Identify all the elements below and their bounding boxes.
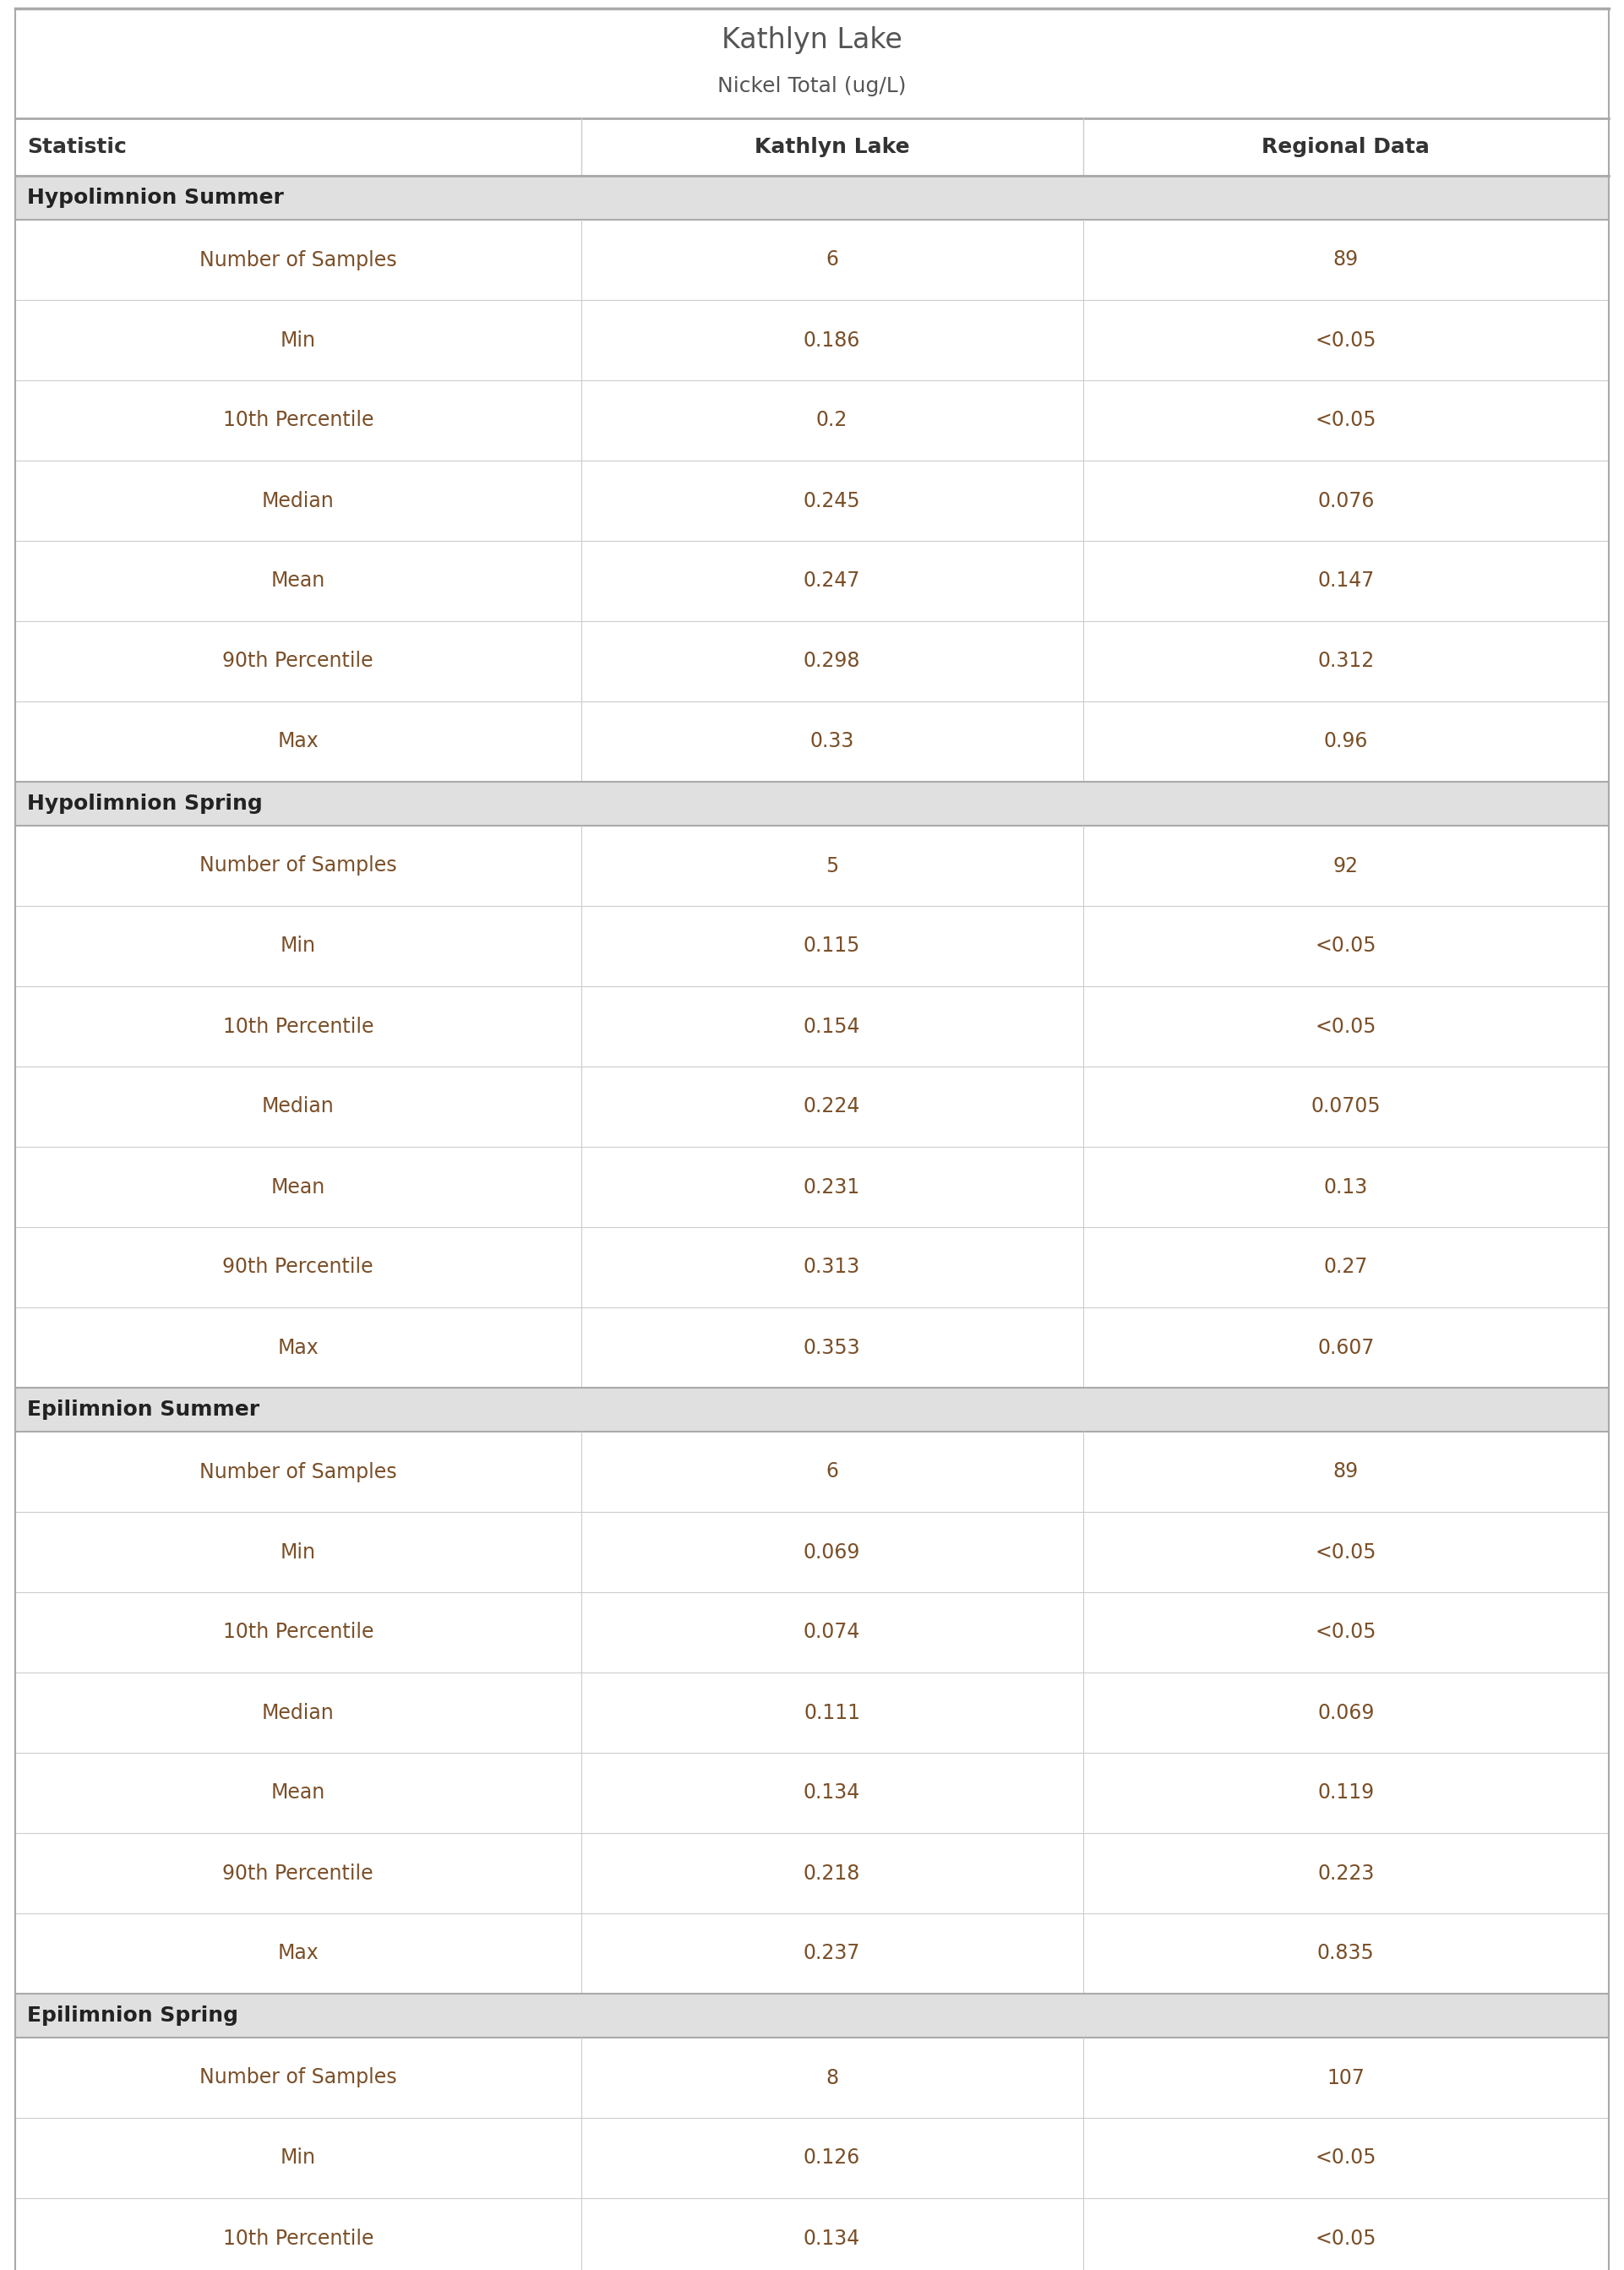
Text: <0.05: <0.05: [1315, 1541, 1377, 1562]
Text: Hypolimnion Summer: Hypolimnion Summer: [28, 188, 284, 209]
Text: Kathlyn Lake: Kathlyn Lake: [721, 27, 903, 54]
Text: Kathlyn Lake: Kathlyn Lake: [754, 136, 909, 157]
Text: 0.134: 0.134: [804, 2229, 861, 2250]
Text: 0.245: 0.245: [804, 490, 861, 511]
Text: 0.069: 0.069: [804, 1541, 861, 1562]
Text: 10th Percentile: 10th Percentile: [222, 1017, 374, 1037]
Text: 89: 89: [1333, 250, 1359, 270]
Text: 0.13: 0.13: [1324, 1176, 1367, 1196]
Text: Hypolimnion Spring: Hypolimnion Spring: [28, 794, 263, 815]
Text: 0.231: 0.231: [804, 1176, 861, 1196]
Text: 0.2: 0.2: [817, 411, 848, 431]
Text: 0.0705: 0.0705: [1311, 1096, 1380, 1117]
Text: 0.147: 0.147: [1317, 570, 1374, 590]
Text: <0.05: <0.05: [1315, 2147, 1377, 2168]
Text: Min: Min: [281, 1541, 315, 1562]
Text: 90th Percentile: 90th Percentile: [222, 651, 374, 672]
Text: <0.05: <0.05: [1315, 1623, 1377, 1643]
Text: <0.05: <0.05: [1315, 935, 1377, 956]
Text: Mean: Mean: [271, 570, 325, 590]
Text: Median: Median: [261, 1096, 335, 1117]
Text: 10th Percentile: 10th Percentile: [222, 2229, 374, 2250]
Text: 0.069: 0.069: [1317, 1702, 1374, 1723]
Text: 0.218: 0.218: [804, 1864, 861, 1884]
Text: 0.115: 0.115: [804, 935, 861, 956]
Text: Regional Data: Regional Data: [1262, 136, 1429, 157]
Text: 0.154: 0.154: [804, 1017, 861, 1037]
Text: 0.237: 0.237: [804, 1943, 861, 1964]
Text: 0.313: 0.313: [804, 1258, 861, 1278]
Text: 0.111: 0.111: [804, 1702, 861, 1723]
Text: Nickel Total (ug/L): Nickel Total (ug/L): [718, 77, 906, 95]
Text: 0.186: 0.186: [804, 329, 861, 350]
Text: Epilimnion Summer: Epilimnion Summer: [28, 1401, 260, 1419]
Text: 6: 6: [825, 250, 838, 270]
Text: 0.835: 0.835: [1317, 1943, 1374, 1964]
Text: Statistic: Statistic: [28, 136, 127, 157]
Text: 0.33: 0.33: [810, 731, 854, 751]
Text: 6: 6: [825, 1462, 838, 1482]
Text: Max: Max: [278, 731, 318, 751]
Text: Epilimnion Spring: Epilimnion Spring: [28, 2004, 239, 2025]
Text: Number of Samples: Number of Samples: [200, 2068, 396, 2088]
Text: 0.134: 0.134: [804, 1782, 861, 1802]
Text: Median: Median: [261, 490, 335, 511]
Text: Mean: Mean: [271, 1176, 325, 1196]
Text: 90th Percentile: 90th Percentile: [222, 1258, 374, 1278]
Text: Median: Median: [261, 1702, 335, 1723]
Text: 0.076: 0.076: [1317, 490, 1374, 511]
Text: 0.223: 0.223: [1317, 1864, 1374, 1884]
Text: Number of Samples: Number of Samples: [200, 1462, 396, 1482]
Text: Mean: Mean: [271, 1782, 325, 1802]
Text: Min: Min: [281, 935, 315, 956]
Text: 10th Percentile: 10th Percentile: [222, 411, 374, 431]
Text: <0.05: <0.05: [1315, 329, 1377, 350]
Text: 89: 89: [1333, 1462, 1359, 1482]
Text: 0.119: 0.119: [1317, 1782, 1374, 1802]
Text: 0.96: 0.96: [1324, 731, 1367, 751]
Text: <0.05: <0.05: [1315, 1017, 1377, 1037]
Text: Max: Max: [278, 1943, 318, 1964]
Text: 92: 92: [1333, 856, 1359, 876]
Text: 107: 107: [1327, 2068, 1364, 2088]
Text: 0.353: 0.353: [804, 1337, 861, 1357]
Text: Number of Samples: Number of Samples: [200, 856, 396, 876]
Text: 0.247: 0.247: [804, 570, 861, 590]
Text: Min: Min: [281, 2147, 315, 2168]
Text: 5: 5: [825, 856, 838, 876]
Text: 0.607: 0.607: [1317, 1337, 1374, 1357]
Text: Min: Min: [281, 329, 315, 350]
Text: 0.27: 0.27: [1324, 1258, 1367, 1278]
Text: Max: Max: [278, 1337, 318, 1357]
Text: 0.126: 0.126: [804, 2147, 861, 2168]
Text: 0.074: 0.074: [804, 1623, 861, 1643]
Text: 90th Percentile: 90th Percentile: [222, 1864, 374, 1884]
Text: 10th Percentile: 10th Percentile: [222, 1623, 374, 1643]
Text: <0.05: <0.05: [1315, 2229, 1377, 2250]
Text: Number of Samples: Number of Samples: [200, 250, 396, 270]
Text: 8: 8: [825, 2068, 838, 2088]
Text: <0.05: <0.05: [1315, 411, 1377, 431]
Text: 0.312: 0.312: [1317, 651, 1374, 672]
Text: 0.224: 0.224: [804, 1096, 861, 1117]
Text: 0.298: 0.298: [804, 651, 861, 672]
